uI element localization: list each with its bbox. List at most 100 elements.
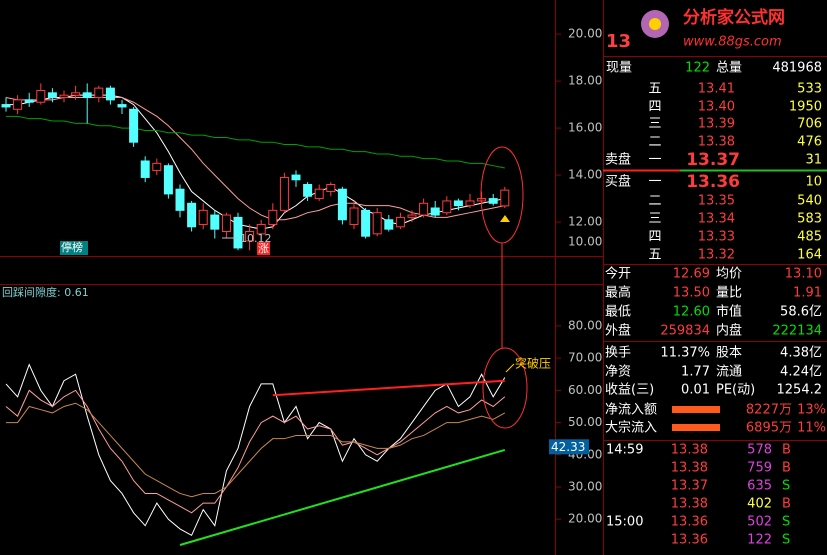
quote-text: 4.24亿 [780,365,822,380]
quote-text: 222134 [772,324,822,339]
quote-text: 13.36 [671,533,708,548]
quote-text: 635 [747,479,772,494]
y-tick-label: 12.00 [568,215,602,229]
badge: 停榜 [61,240,83,254]
quote-text: 五 [648,248,661,263]
quote-text: 13.50 [673,286,710,301]
quote-text: 502 [747,515,772,530]
moving-average [6,115,505,169]
quote-text: 13.36 [686,172,740,192]
y-tick-label: 20.00 [568,512,602,526]
quote-text: 4.38亿 [780,346,822,361]
candle-body [152,162,162,171]
quote-text: 476 [797,135,822,150]
quote-text: 外盘 [605,323,631,339]
quote-text: 11.37% [660,346,710,361]
price-pane: 20.00 18.00 16.00 14.00 12.00 10.00 10.12涨 停榜 [1,27,602,348]
quote-text: 13.35 [698,194,735,209]
highlight-circle [482,347,528,429]
quote-text: 今开 [605,266,631,282]
quote-text: 14:59 [606,443,643,458]
quote-text: 540 [797,194,822,209]
stock-code: 13 [606,31,631,52]
candle-body [140,160,150,178]
candle-body [279,176,289,211]
indicator-line [6,402,506,498]
indicator-line [5,389,506,514]
y-tick-label: 60.00 [568,383,602,397]
quote-text: 1950 [789,100,822,115]
candle-body [303,183,313,197]
quote-text: 量比 [716,286,742,301]
candle-body [500,189,510,207]
quote-text: 11% [797,421,826,436]
candle-body [488,198,498,204]
quote-text: 122 [747,533,772,548]
trend-line [179,449,506,546]
quote-text: 13.36 [671,515,708,530]
quote-text: 13.38 [671,497,708,512]
quote-text: 13.39 [698,117,735,132]
quote-text: 13.41 [698,82,735,97]
quote-panel: 13 分析家公式网 www.88gs.com 现量 122 总量 481968 五 13.… [605,7,826,548]
quote-text: 1.91 [793,286,822,301]
candle-body [256,223,266,235]
quote-text: 706 [797,117,822,132]
annotation-pointer [505,363,515,373]
low-label: 10.12 [240,232,272,245]
quote-text: 31 [805,153,822,168]
indicator-line [5,363,506,537]
candle-body [94,87,104,99]
quote-text: 换手 [605,346,631,361]
badge-box [60,241,88,255]
quote-text: 481968 [772,61,822,76]
candle-body [36,89,46,103]
quote-text: 1254.2 [777,383,823,398]
quote-text: 13.10 [785,267,822,282]
candle-body [326,183,336,193]
quote-text: 流通 [716,365,742,380]
candle-body [82,92,92,99]
y-tick-label: 70.00 [568,351,602,365]
quote-text: 13.40 [698,100,735,115]
quote-text: 二 [648,194,661,209]
y-tick-label: 30.00 [568,480,602,494]
quote-text: 五 [648,82,661,97]
quote-text: 总量 [716,61,742,76]
quote-text: 583 [797,212,822,227]
quote-text: 13.37 [686,150,740,170]
quote-text: S [782,533,790,548]
candle-body [105,87,115,101]
candle-body [245,230,255,242]
candle-body [395,216,405,228]
quote-text: B [782,461,791,476]
logo-text: 分析家公式网 [683,7,785,28]
trend-line [272,379,505,397]
candle-body [349,207,359,225]
quote-text: 股本 [716,346,742,361]
quote-text: 15:00 [606,515,643,530]
logo-icon [649,18,661,30]
logo-site: www.88gs.com [683,35,782,50]
y-tick-label: 10.00 [568,235,602,249]
quote-text: 现量 [606,61,632,76]
indicator-title: 回踩间隙度: 0.61 [2,285,89,299]
candle-body [59,94,69,99]
candle-body [47,92,57,99]
signal-arrow [500,215,510,222]
quote-text: 均价 [716,267,742,282]
quote-text: 1.77 [681,365,710,380]
candle-body [419,202,429,216]
candle-body [24,99,34,103]
y-tick-label: 16.00 [568,121,602,135]
quote-text: B [782,443,791,458]
candle-body [442,200,452,214]
candle-body [314,188,324,200]
quote-text: 8227万 [746,403,792,418]
quote-text: 卖盘 [605,152,631,168]
quote-text: 市值 [716,304,742,320]
candle-body [453,200,463,207]
